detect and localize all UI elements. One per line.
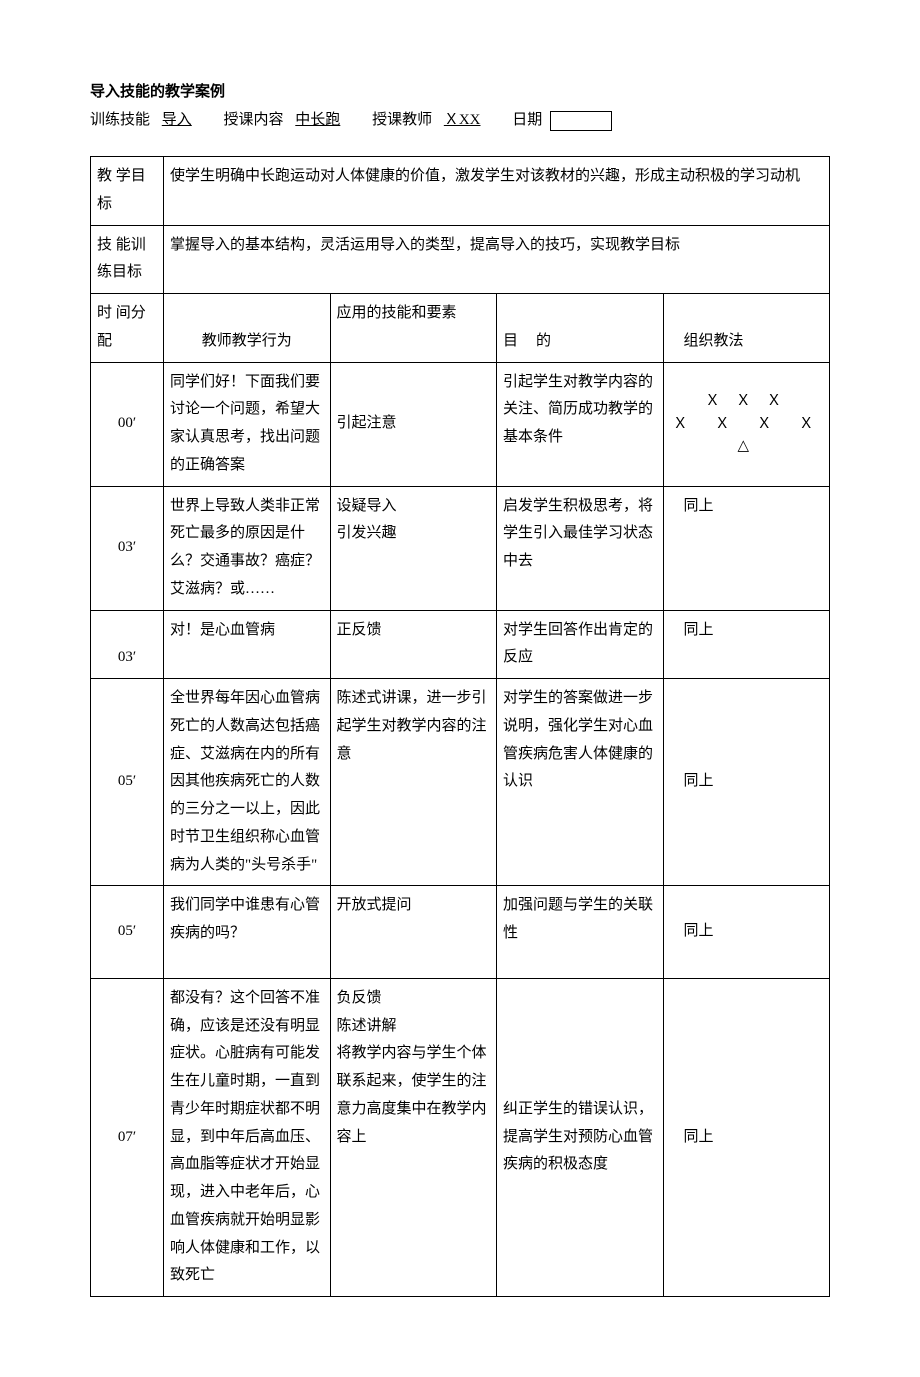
method-cell: 同上 [663, 679, 830, 886]
table-row: 07′ 都没有？这个回答不准确，应该是还没有明显症状。心脏病有可能发生在儿童时期… [91, 978, 830, 1296]
skill-cell: 开放式提问 [330, 886, 497, 979]
diagram-line: Ｘ Ｘ Ｘ [670, 390, 824, 413]
purpose-header-prefix: 目 [503, 333, 536, 349]
skill-goal-label: 技 能训 练目标 [91, 225, 164, 294]
behavior-cell: 同学们好！下面我们要讨论一个问题，希望大家认真思考，找出问题的正确答案 [164, 362, 331, 486]
time-cell: 03′ [91, 486, 164, 610]
purpose-cell: 引起学生对教学内容的关注、简历成功教学的基本条件 [497, 362, 664, 486]
date-value-box [550, 111, 612, 131]
purpose-header: 目的 [497, 294, 664, 363]
course-content-value: 中长跑 [291, 108, 344, 132]
table-row: 05′ 全世界每年因心血管病死亡的人数高达包括癌症、艾滋病在内的所有因其他疾病死… [91, 679, 830, 886]
purpose-cell: 加强问题与学生的关联性 [497, 886, 664, 979]
skill-goal-text: 掌握导入的基本结构，灵活运用导入的类型，提高导入的技巧，实现教学目标 [164, 225, 830, 294]
time-header: 时 间分配 [91, 294, 164, 363]
behavior-cell: 全世界每年因心血管病死亡的人数高达包括癌症、艾滋病在内的所有因其他疾病死亡的人数… [164, 679, 331, 886]
skill-cell: 正反馈 [330, 610, 497, 679]
training-skill-value: 导入 [158, 108, 196, 132]
time-cell: 07′ [91, 978, 164, 1296]
formation-diagram: Ｘ Ｘ Ｘ Ｘ Ｘ Ｘ Ｘ △ [670, 390, 824, 458]
time-cell: 00′ [91, 362, 164, 486]
behavior-cell: 我们同学中谁患有心管疾病的吗？ [164, 886, 331, 979]
behavior-header: 教师教学行为 [164, 294, 331, 363]
purpose-header-suffix: 的 [536, 333, 551, 349]
diagram-line: Ｘ Ｘ Ｘ Ｘ [670, 413, 824, 436]
purpose-cell: 对学生的答案做进一步说明，强化学生对心血管疾病危害人体健康的认识 [497, 679, 664, 886]
header-line: 训练技能 导入 授课内容 中长跑 授课教师 ＸXX 日期 [90, 108, 830, 132]
teaching-goal-text: 使学生明确中长跑运动对人体健康的价值，激发学生对该教材的兴趣，形成主动积极的学习… [164, 157, 830, 226]
teaching-goal-row: 教 学目标 使学生明确中长跑运动对人体健康的价值，激发学生对该教材的兴趣，形成主… [91, 157, 830, 226]
table-row: 00′ 同学们好！下面我们要讨论一个问题，希望大家认真思考，找出问题的正确答案 … [91, 362, 830, 486]
lesson-table: 教 学目标 使学生明确中长跑运动对人体健康的价值，激发学生对该教材的兴趣，形成主… [90, 156, 830, 1297]
time-cell: 05′ [91, 679, 164, 886]
instructor-value: ＸXX [440, 108, 485, 132]
course-content-label: 授课内容 [224, 108, 284, 132]
teaching-goal-label: 教 学目标 [91, 157, 164, 226]
skill-cell: 负反馈 陈述讲解 将教学内容与学生个体联系起来，使学生的注意力高度集中在教学内容… [330, 978, 497, 1296]
time-cell: 05′ [91, 886, 164, 979]
skill-goal-row: 技 能训 练目标 掌握导入的基本结构，灵活运用导入的类型，提高导入的技巧，实现教… [91, 225, 830, 294]
method-cell: 同上 [663, 886, 830, 979]
column-header-row: 时 间分配 教师教学行为 应用的技能和要素 目的 组织教法 [91, 294, 830, 363]
table-row: 05′ 我们同学中谁患有心管疾病的吗？ 开放式提问 加强问题与学生的关联性 同上 [91, 886, 830, 979]
method-cell: 同上 [663, 610, 830, 679]
behavior-cell: 世界上导致人类非正常死亡最多的原因是什么？交通事故？癌症？艾滋病？或…… [164, 486, 331, 610]
skill-cell: 设疑导入 引发兴趣 [330, 486, 497, 610]
diagram-line: △ [670, 435, 824, 458]
instructor-label: 授课教师 [372, 108, 432, 132]
method-cell: 同上 [663, 486, 830, 610]
behavior-cell: 都没有？这个回答不准确，应该是还没有明显症状。心脏病有可能发生在儿童时期，一直到… [164, 978, 331, 1296]
method-header: 组织教法 [663, 294, 830, 363]
time-cell: 03′ [91, 610, 164, 679]
purpose-cell: 启发学生积极思考，将学生引入最佳学习状态中去 [497, 486, 664, 610]
skill-cell: 陈述式讲课，进一步引起学生对教学内容的注意 [330, 679, 497, 886]
method-cell: 同上 [663, 978, 830, 1296]
skill-cell: 引起注意 [330, 362, 497, 486]
doc-title: 导入技能的教学案例 [90, 80, 830, 104]
skill-header: 应用的技能和要素 [330, 294, 497, 363]
table-row: 03′ 对！是心血管病 正反馈 对学生回答作出肯定的反应 同上 [91, 610, 830, 679]
purpose-cell: 对学生回答作出肯定的反应 [497, 610, 664, 679]
behavior-cell: 对！是心血管病 [164, 610, 331, 679]
training-skill-label: 训练技能 [90, 108, 150, 132]
date-label: 日期 [512, 108, 542, 132]
method-cell: Ｘ Ｘ Ｘ Ｘ Ｘ Ｘ Ｘ △ [663, 362, 830, 486]
purpose-cell: 纠正学生的错误认识，提高学生对预防心血管疾病的积极态度 [497, 978, 664, 1296]
table-row: 03′ 世界上导致人类非正常死亡最多的原因是什么？交通事故？癌症？艾滋病？或……… [91, 486, 830, 610]
